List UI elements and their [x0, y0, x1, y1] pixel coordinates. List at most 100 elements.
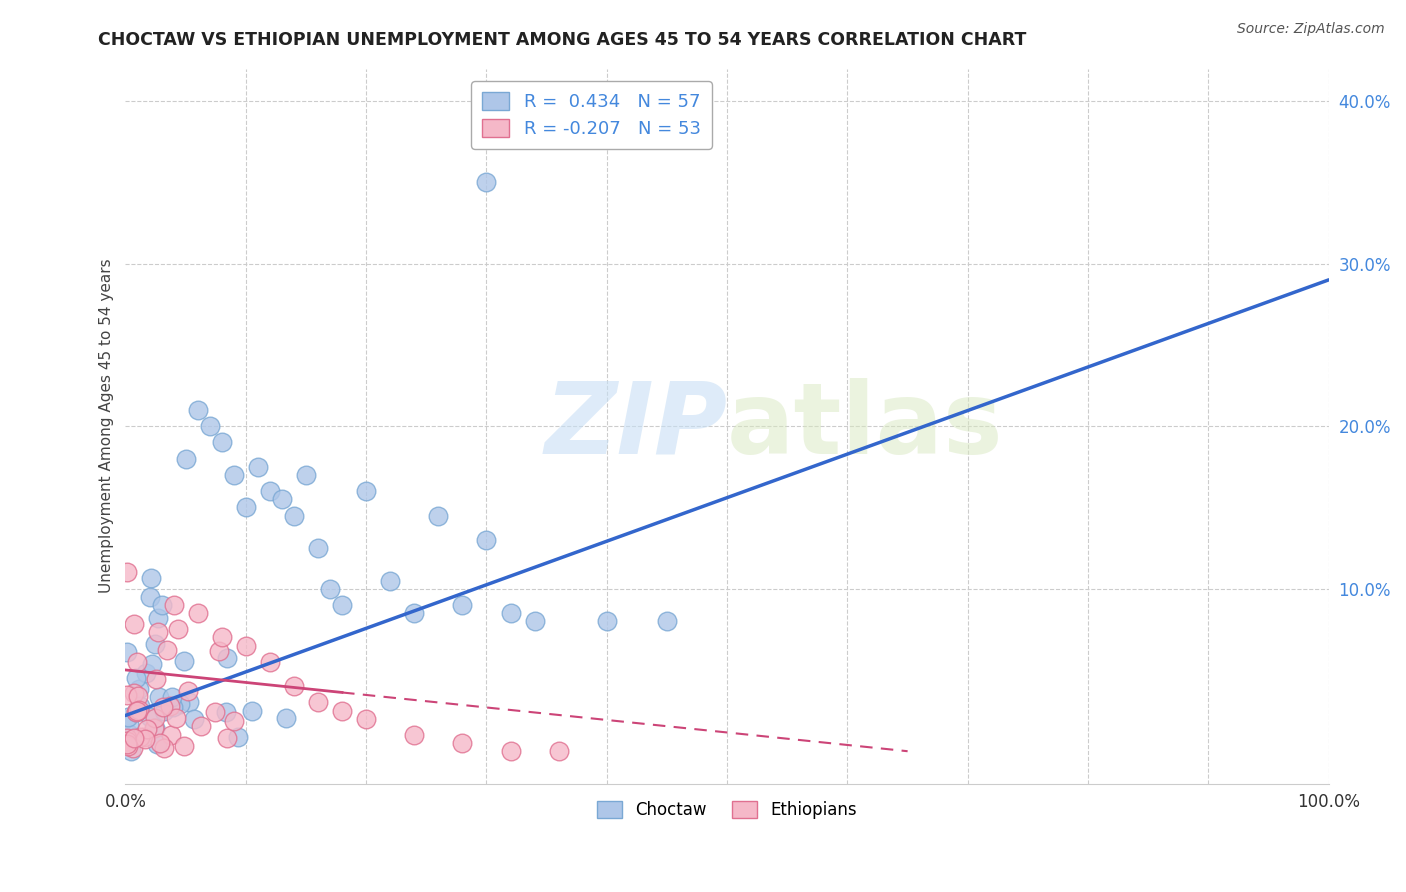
Point	[128, 699, 150, 714]
Point	[134, 731, 156, 746]
Point	[135, 722, 157, 736]
Point	[139, 571, 162, 585]
Point	[115, 737, 138, 751]
Point	[162, 700, 184, 714]
Point	[215, 651, 238, 665]
Point	[127, 689, 149, 703]
Point	[143, 637, 166, 651]
Point	[139, 710, 162, 724]
Point	[122, 686, 145, 700]
Point	[215, 705, 238, 719]
Point	[152, 700, 174, 714]
Point	[125, 706, 148, 720]
Point	[160, 690, 183, 704]
Point	[146, 611, 169, 625]
Point	[451, 598, 474, 612]
Point	[142, 721, 165, 735]
Point	[115, 688, 138, 702]
Point	[190, 719, 212, 733]
Point	[259, 655, 281, 669]
Point	[125, 655, 148, 669]
Point	[153, 704, 176, 718]
Point	[150, 598, 173, 612]
Point	[122, 731, 145, 745]
Point	[211, 435, 233, 450]
Point	[173, 739, 195, 753]
Point	[117, 710, 139, 724]
Point	[208, 644, 231, 658]
Point	[198, 419, 221, 434]
Point	[246, 459, 269, 474]
Point	[125, 671, 148, 685]
Point	[115, 645, 138, 659]
Point	[153, 740, 176, 755]
Point	[124, 617, 146, 632]
Point	[283, 508, 305, 523]
Point	[222, 714, 245, 729]
Point	[259, 484, 281, 499]
Point	[380, 574, 402, 588]
Point	[162, 598, 184, 612]
Point	[655, 614, 678, 628]
Point	[226, 730, 249, 744]
Point	[143, 721, 166, 735]
Point	[145, 672, 167, 686]
Point	[115, 566, 138, 580]
Point	[149, 736, 172, 750]
Point	[115, 737, 138, 751]
Point	[307, 541, 329, 555]
Point	[128, 681, 150, 696]
Point	[475, 175, 498, 189]
Point	[354, 712, 377, 726]
Point	[117, 716, 139, 731]
Point	[166, 622, 188, 636]
Point	[128, 731, 150, 745]
Point	[117, 737, 139, 751]
Point	[145, 711, 167, 725]
Point	[156, 643, 179, 657]
Point	[270, 492, 292, 507]
Point	[330, 704, 353, 718]
Point	[132, 730, 155, 744]
Point	[124, 705, 146, 719]
Point	[215, 731, 238, 745]
Legend: Choctaw, Ethiopians: Choctaw, Ethiopians	[591, 794, 863, 825]
Point	[499, 744, 522, 758]
Point	[235, 639, 257, 653]
Point	[127, 704, 149, 718]
Point	[295, 467, 318, 482]
Point	[183, 712, 205, 726]
Point	[121, 744, 143, 758]
Point	[146, 625, 169, 640]
Point	[596, 614, 619, 628]
Point	[523, 614, 546, 628]
Point	[283, 679, 305, 693]
Point	[547, 744, 569, 758]
Y-axis label: Unemployment Among Ages 45 to 54 years: Unemployment Among Ages 45 to 54 years	[100, 259, 114, 593]
Text: ZIP: ZIP	[544, 377, 727, 475]
Point	[159, 698, 181, 713]
Point	[174, 451, 197, 466]
Point	[173, 654, 195, 668]
Point	[128, 703, 150, 717]
Point	[179, 695, 201, 709]
Point	[222, 467, 245, 482]
Point	[138, 590, 160, 604]
Point	[354, 484, 377, 499]
Point	[148, 690, 170, 704]
Point	[240, 704, 263, 718]
Point	[145, 737, 167, 751]
Point	[177, 683, 200, 698]
Point	[451, 736, 474, 750]
Point	[169, 697, 191, 711]
Text: atlas: atlas	[727, 377, 1004, 475]
Point	[165, 710, 187, 724]
Point	[276, 711, 298, 725]
Point	[307, 696, 329, 710]
Text: Source: ZipAtlas.com: Source: ZipAtlas.com	[1237, 22, 1385, 37]
Point	[117, 739, 139, 753]
Point	[187, 402, 209, 417]
Point	[404, 728, 426, 742]
Point	[404, 606, 426, 620]
Point	[121, 740, 143, 755]
